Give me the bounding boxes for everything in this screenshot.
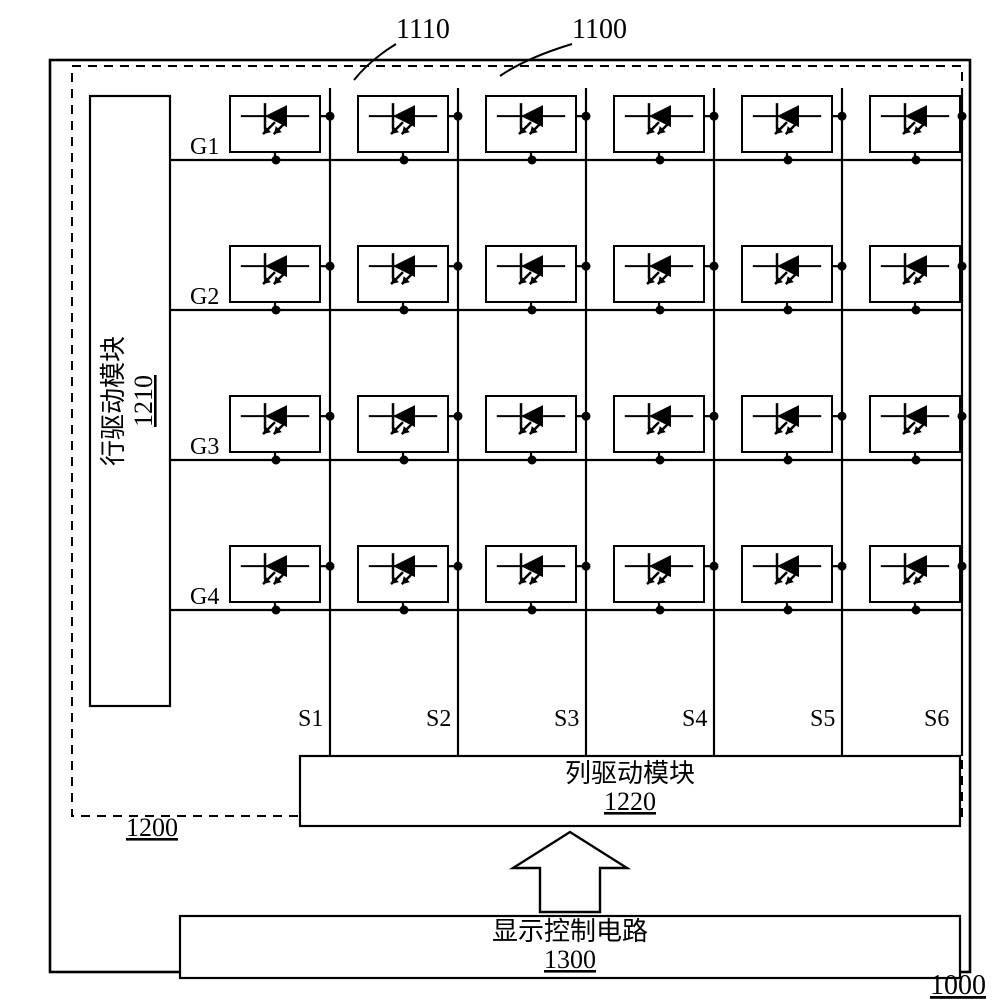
row-label-G3: G3 (190, 434, 219, 460)
led-cell (614, 546, 704, 602)
row-label-G2: G2 (190, 284, 219, 310)
led-cell (614, 96, 704, 152)
led-cell (870, 96, 960, 152)
col-label-S6: S6 (924, 706, 949, 732)
led-cell (870, 546, 960, 602)
led-cell (742, 546, 832, 602)
ref-1300: 1300 (544, 945, 596, 974)
led-cell (230, 246, 320, 302)
led-cell (614, 396, 704, 452)
callout-1110-label: 1110 (396, 14, 450, 45)
led-cell (742, 96, 832, 152)
led-cell (486, 546, 576, 602)
diagram-canvas: 1200 行驱动模块1210 G1 G2 G3 G4 S1 S2 S3 S4 S5 S6 列驱动模块12… (0, 0, 996, 1000)
led-cell (742, 396, 832, 452)
led-cell (614, 246, 704, 302)
led-cell (358, 246, 448, 302)
row-label-G4: G4 (190, 584, 219, 610)
col-label-S3: S3 (554, 706, 579, 732)
led-cell (358, 96, 448, 152)
col-label-S2: S2 (426, 706, 451, 732)
led-cell (870, 246, 960, 302)
led-cell (230, 546, 320, 602)
led-cell (358, 396, 448, 452)
callout-1100-label: 1100 (572, 14, 627, 45)
ref-1200: 1200 (126, 813, 178, 842)
ctrl-label: 显示控制电路 (492, 917, 648, 946)
col-label-S5: S5 (810, 706, 835, 732)
svg-text:1210: 1210 (129, 375, 158, 427)
svg-text:行驱动模块: 行驱动模块 (99, 336, 128, 466)
row-label-G1: G1 (190, 134, 219, 160)
led-cell (230, 96, 320, 152)
ref-1000: 1000 (930, 970, 986, 1000)
col-label-S1: S1 (298, 706, 323, 732)
col-label-S4: S4 (682, 706, 707, 732)
led-cell (870, 396, 960, 452)
col-driver-label: 列驱动模块 (565, 759, 695, 788)
led-cell (486, 396, 576, 452)
led-cell (358, 546, 448, 602)
led-cell (742, 246, 832, 302)
led-cell (230, 396, 320, 452)
led-cell (486, 96, 576, 152)
ref-1220: 1220 (604, 787, 656, 816)
led-cell (486, 246, 576, 302)
